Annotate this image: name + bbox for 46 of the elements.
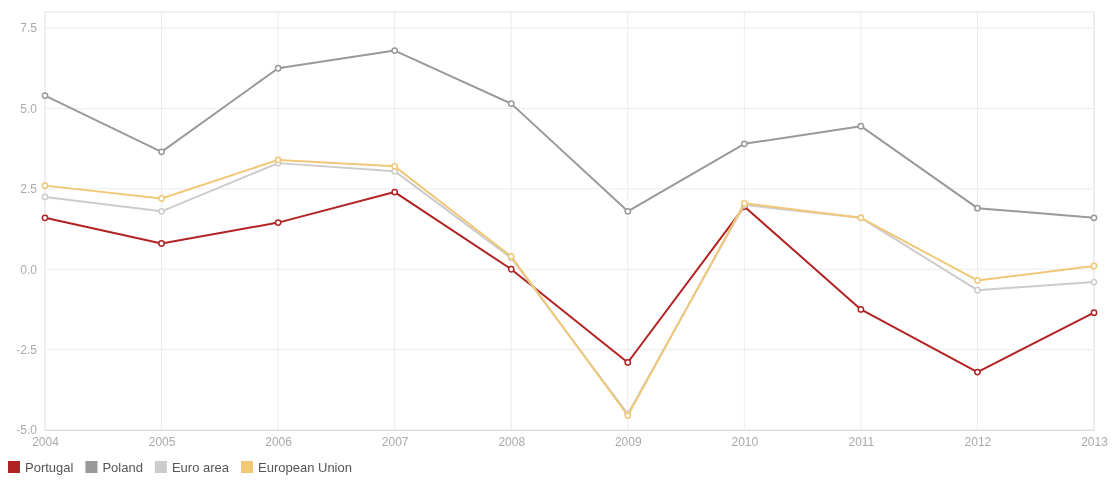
point [624, 359, 632, 366]
point [41, 182, 49, 190]
point [158, 240, 165, 247]
x-tick-label: 2009 [614, 434, 642, 449]
x-tick-label: 2010 [731, 434, 759, 449]
legend-label: Poland [102, 460, 143, 475]
x-tick-label: 2005 [148, 434, 176, 449]
y-tick-label: 0.0 [20, 262, 38, 277]
point [974, 277, 981, 284]
point [158, 148, 165, 156]
point [624, 207, 632, 215]
x-tick-label: 2006 [265, 434, 293, 449]
point [1090, 309, 1098, 317]
point [740, 140, 748, 148]
x-tick-label: 2007 [381, 434, 409, 449]
point [974, 204, 981, 212]
point [41, 92, 49, 99]
legend-label: Portugal [25, 460, 74, 475]
point [158, 207, 165, 215]
x-tick-label: 2011 [848, 434, 875, 449]
point [391, 162, 399, 170]
point [1090, 278, 1098, 286]
x-tick-label: 2012 [964, 434, 992, 449]
y-tick-label: 5.0 [20, 101, 38, 116]
point [857, 122, 865, 130]
point [857, 306, 865, 313]
point [41, 214, 49, 222]
point [274, 64, 282, 72]
point [274, 219, 282, 226]
point [158, 195, 165, 202]
point [391, 47, 399, 54]
legend-label: Euro area [171, 460, 230, 475]
point [507, 100, 515, 108]
point [974, 368, 981, 376]
point [507, 265, 515, 273]
legend-label: European Union [258, 460, 352, 475]
y-tick-label: -2.5 [16, 342, 38, 357]
point [1090, 262, 1098, 270]
point [391, 188, 399, 196]
point [1090, 214, 1098, 222]
y-tick-label: 2.5 [20, 182, 38, 197]
x-tick-label: 2008 [498, 434, 526, 449]
point [41, 193, 49, 201]
x-tick-label: 2013 [1081, 434, 1109, 449]
y-tick-label: 7.5 [20, 21, 38, 36]
point [974, 286, 981, 294]
